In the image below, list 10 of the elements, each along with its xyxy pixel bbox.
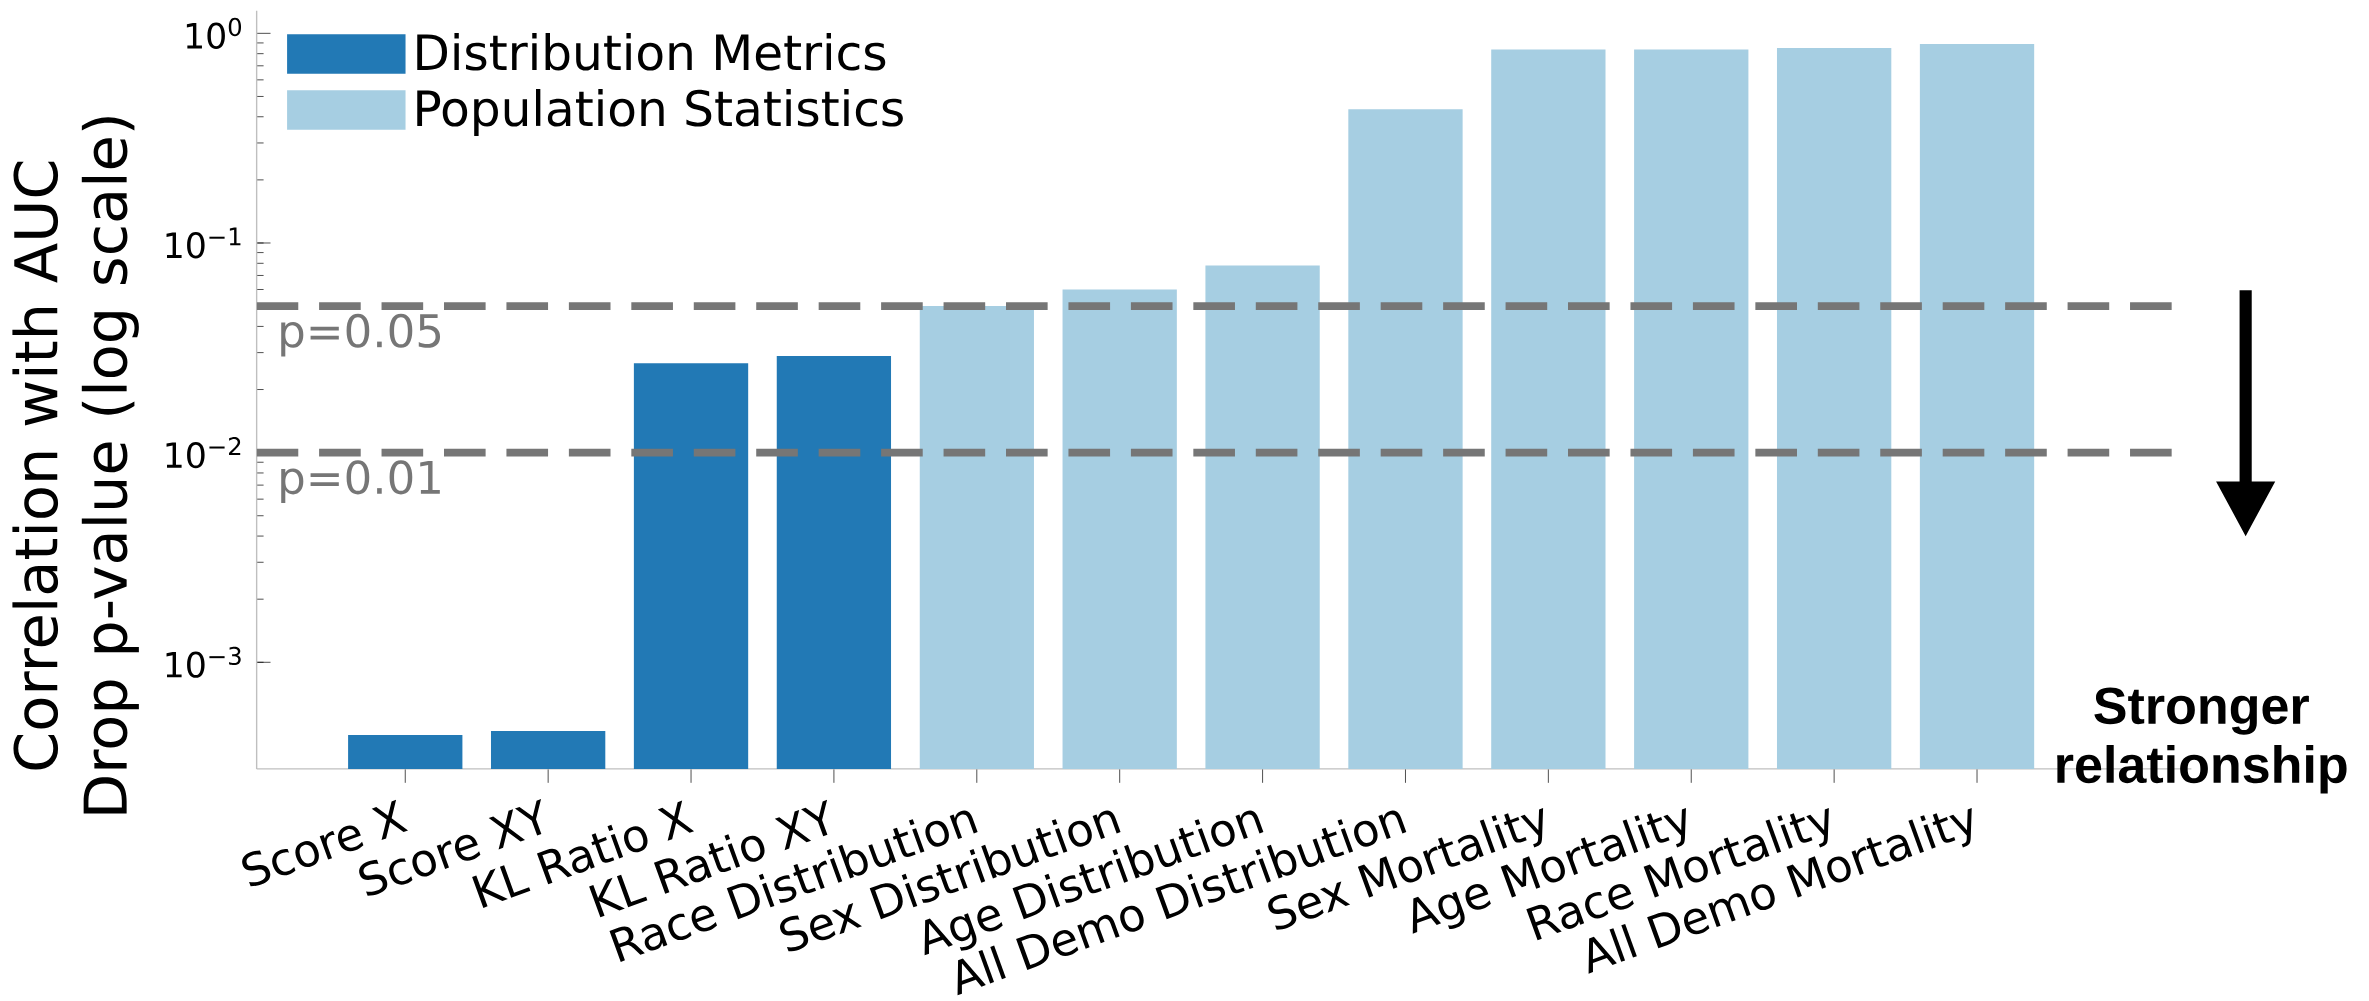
text: Stronger relationship [2057,687,2347,794]
ref-line-label: p=0.05 [281,313,441,357]
y-tick-label: 10$^{0}$ [186,17,242,49]
y-tick-label: 10$^{−3}$ [166,646,241,678]
y-tick-label: 10$^{−2}$ [166,437,241,469]
legend-label: Population Statistics [417,89,903,137]
y-tick-label: 10$^{−1}$ [166,227,241,259]
legend-label: Distribution Metrics [417,33,886,71]
ref-line-label: p=0.01 [281,460,440,504]
y-axis-title: Correlation with AUC Drop p-value (log scale) [12,117,139,814]
